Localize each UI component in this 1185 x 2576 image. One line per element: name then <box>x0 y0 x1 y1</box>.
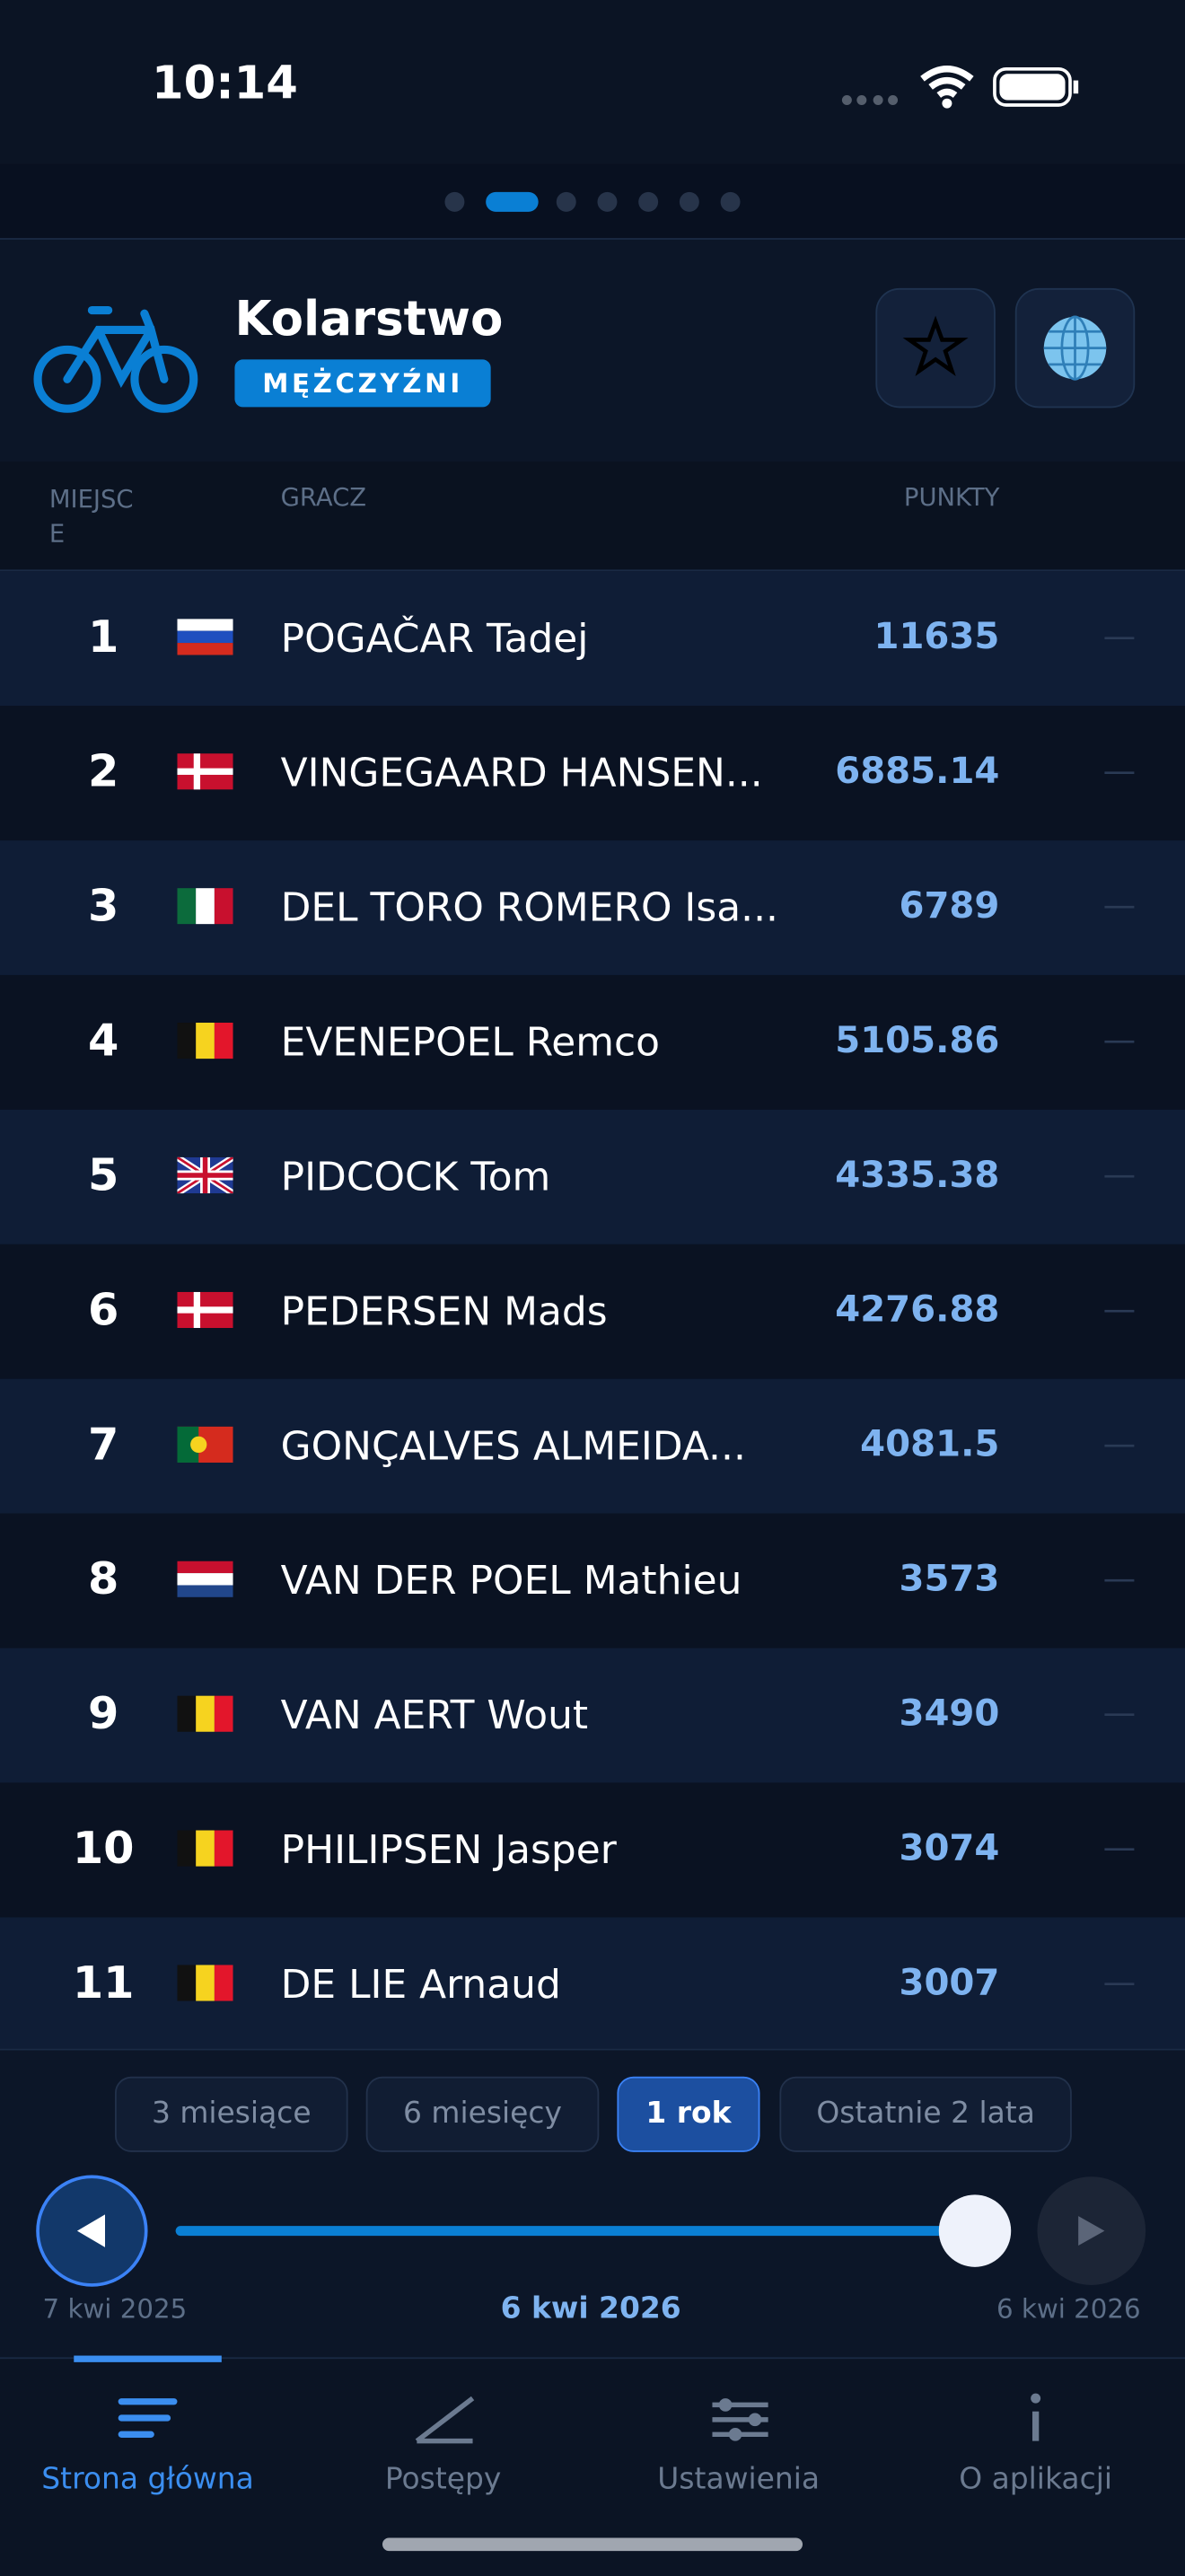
trend: — <box>1102 1558 1137 1597</box>
bike-icon <box>33 305 198 413</box>
player-name: GONÇALVES ALMEIDA... <box>280 1423 746 1470</box>
trend: — <box>1102 1961 1137 2001</box>
flag <box>177 1695 233 1732</box>
flag <box>177 1023 233 1059</box>
page-indicator <box>0 163 1185 239</box>
trend: — <box>1102 1019 1137 1059</box>
ranking-row[interactable]: 10 PHILIPSEN Jasper 3074 — <box>0 1782 1185 1918</box>
page-dots <box>444 191 741 212</box>
player-name: PEDERSEN Mads <box>280 1288 608 1335</box>
period-button-active[interactable]: 1 rok <box>617 2076 760 2152</box>
date-slider[interactable] <box>0 2167 1185 2298</box>
trend: — <box>1102 1826 1137 1867</box>
flag <box>177 1156 233 1194</box>
app-title: Kolarstwo <box>234 290 504 347</box>
period-button[interactable]: Ostatnie 2 lata <box>779 2076 1072 2152</box>
flag <box>177 1561 233 1597</box>
rank: 2 <box>87 746 119 798</box>
trend: — <box>1102 884 1137 925</box>
period-button[interactable]: 6 miesięcy <box>365 2076 600 2152</box>
ranking-row[interactable]: 5 PIDCOCK Tom 4335.38 — <box>0 1109 1185 1244</box>
tab-progress[interactable]: Postępy <box>384 2462 502 2497</box>
header-buttons[interactable] <box>874 287 1137 410</box>
flag <box>177 1830 233 1867</box>
trend: — <box>1102 1423 1137 1463</box>
status-icons <box>841 66 1079 109</box>
tab-indicator <box>74 2355 222 2362</box>
points: 11635 <box>873 617 1000 659</box>
rank: 8 <box>87 1554 119 1606</box>
flag <box>177 1426 233 1463</box>
ranking-row[interactable]: 6 PEDERSEN Mads 4276.88 — <box>0 1244 1185 1379</box>
points: 3573 <box>899 1559 1000 1601</box>
ranking-row[interactable]: 3 DEL TORO ROMERO Isa... 6789 — <box>0 840 1185 975</box>
player-name: DE LIE Arnaud <box>280 1961 561 2008</box>
column-header: PUNKTY <box>903 482 1000 513</box>
flag <box>177 753 233 790</box>
rank: 6 <box>87 1285 119 1337</box>
rank: 5 <box>87 1150 119 1202</box>
tab-about[interactable]: O aplikacji <box>959 2462 1112 2497</box>
ranking-row[interactable]: 9 VAN AERT Wout 3490 — <box>0 1648 1185 1783</box>
ranking-row[interactable]: 11 DE LIE Arnaud 3007 — <box>0 1917 1185 2053</box>
column-header: MIEJSCE <box>48 484 134 549</box>
player-name: VAN AERT Wout <box>280 1692 589 1739</box>
current-date: 6 kwi 2026 <box>500 2291 681 2326</box>
rank: 1 <box>87 611 119 664</box>
rank: 3 <box>87 881 119 933</box>
rank: 9 <box>87 1689 119 1740</box>
player-name: DEL TORO ROMERO Isa... <box>280 884 778 931</box>
trend: — <box>1102 1288 1137 1329</box>
rank: 10 <box>72 1824 135 1875</box>
home-indicator <box>382 2537 803 2552</box>
rank: 7 <box>87 1420 119 1472</box>
flag <box>177 1965 233 2001</box>
player-name: EVENEPOEL Remco <box>280 1019 660 1066</box>
table-header <box>0 461 1185 572</box>
flag <box>177 888 233 925</box>
points: 4276.88 <box>835 1290 1000 1332</box>
period-button[interactable]: 3 miesiące <box>114 2076 348 2152</box>
ranking-row[interactable]: 2 VINGEGAARD HANSEN... 6885.14 — <box>0 706 1185 841</box>
gender-badge[interactable]: MĘŻCZYŹNI <box>234 359 491 408</box>
trend: — <box>1102 750 1137 790</box>
end-date: 6 kwi 2026 <box>996 2293 1141 2325</box>
ranking-row[interactable]: 1 POGAČAR Tadej 11635 — <box>0 571 1185 707</box>
trend: — <box>1102 615 1137 655</box>
trend: — <box>1102 1692 1137 1732</box>
points: 6789 <box>899 886 1000 928</box>
tab-home[interactable]: Strona główna <box>41 2462 254 2497</box>
tab-settings[interactable]: Ustawienia <box>657 2462 821 2497</box>
points: 6885.14 <box>835 752 1000 794</box>
player-name: PIDCOCK Tom <box>280 1154 551 1200</box>
rank: 4 <box>87 1015 119 1068</box>
player-name: VINGEGAARD HANSEN... <box>280 750 763 796</box>
player-name: PHILIPSEN Jasper <box>280 1826 617 1874</box>
time: 10:14 <box>151 56 298 110</box>
points: 3007 <box>899 1963 1000 2005</box>
points: 3490 <box>899 1693 1000 1736</box>
points: 4335.38 <box>835 1156 1000 1197</box>
ranking-row[interactable]: 4 EVENEPOEL Remco 5105.86 — <box>0 974 1185 1110</box>
ranking-row[interactable]: 8 VAN DER POEL Mathieu 3573 — <box>0 1513 1185 1648</box>
points: 5105.86 <box>835 1021 1000 1062</box>
start-date: 7 kwi 2025 <box>42 2293 188 2325</box>
points: 4081.5 <box>860 1424 1000 1466</box>
status-bar <box>0 0 1185 164</box>
trend: — <box>1102 1154 1137 1194</box>
column-header: GRACZ <box>280 482 367 513</box>
points: 3074 <box>899 1828 1000 1870</box>
ranking-row[interactable]: 7 GONÇALVES ALMEIDA... 4081.5 — <box>0 1378 1185 1514</box>
rank: 11 <box>72 1958 135 2009</box>
tab-icons <box>118 2393 1041 2444</box>
flag <box>177 1291 233 1329</box>
player-name: POGAČAR Tadej <box>280 615 589 662</box>
player-name: VAN DER POEL Mathieu <box>280 1558 742 1605</box>
flag <box>177 619 233 655</box>
